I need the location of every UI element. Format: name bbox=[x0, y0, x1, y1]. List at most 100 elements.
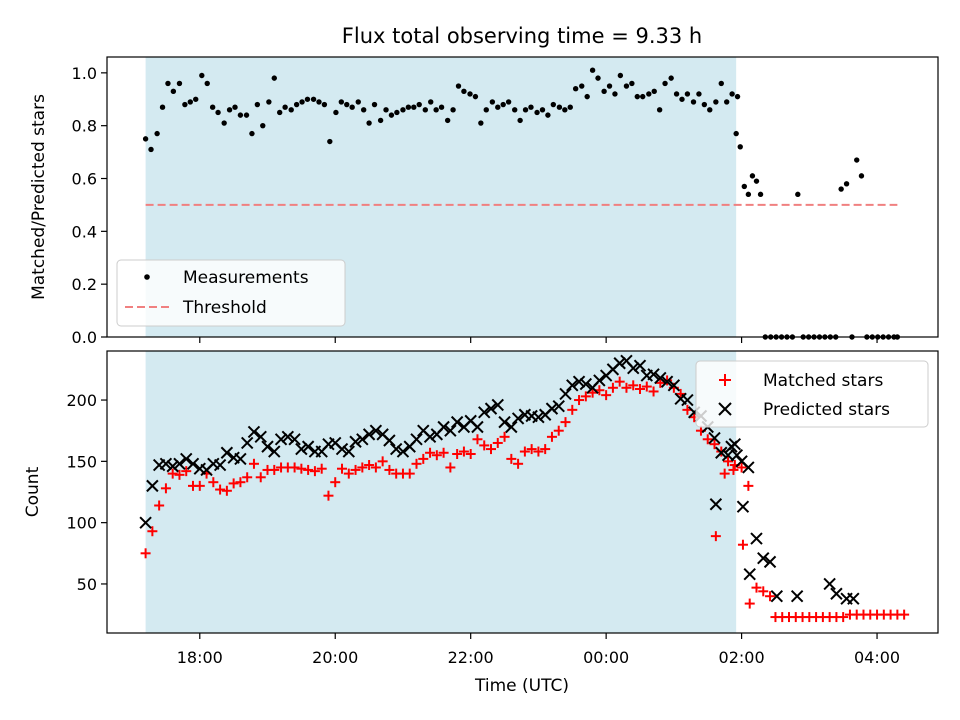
matched-star-point bbox=[357, 462, 368, 473]
matched-star-point bbox=[370, 462, 381, 473]
bottom-x-ticks: 18:00 20:00 22:00 00:00 02:00 04:00 bbox=[177, 633, 900, 667]
measurement-point bbox=[662, 80, 668, 87]
predicted-star-point bbox=[159, 457, 173, 471]
predicted-star-point bbox=[743, 567, 756, 581]
predicted-star-point bbox=[654, 371, 667, 385]
x-tick-label: 18:00 bbox=[177, 648, 223, 667]
predicted-star-point bbox=[180, 452, 193, 466]
predicted-star-point bbox=[274, 433, 288, 446]
measurement-point bbox=[182, 101, 188, 108]
predicted-star-point bbox=[572, 375, 586, 388]
matched-star-point bbox=[838, 612, 849, 623]
predicted-star-point bbox=[708, 431, 721, 445]
legend-measurements-label: Measurements bbox=[183, 268, 309, 288]
observing-window-bottom bbox=[145, 351, 737, 633]
bottom-y-tick-label: 200 bbox=[66, 391, 97, 410]
measurement-point bbox=[321, 101, 328, 108]
measurement-point bbox=[338, 99, 345, 105]
measurement-point bbox=[461, 88, 467, 95]
x-tick-label: 22:00 bbox=[448, 648, 494, 667]
predicted-star-point bbox=[295, 442, 308, 456]
predicted-star-point bbox=[681, 393, 694, 407]
matched-star-point bbox=[580, 391, 591, 402]
measurement-point bbox=[757, 191, 764, 198]
predicted-star-point bbox=[742, 461, 755, 474]
bottom-y-tick-label: 150 bbox=[66, 452, 97, 471]
measurement-point bbox=[550, 101, 557, 108]
matched-star-point bbox=[242, 472, 253, 483]
measurement-point bbox=[718, 80, 724, 87]
predicted-star-point bbox=[383, 434, 396, 447]
measurement-point bbox=[673, 91, 680, 97]
matched-star-point bbox=[255, 472, 266, 483]
measurement-point bbox=[377, 117, 384, 124]
matched-star-point bbox=[438, 447, 449, 458]
measurement-point bbox=[612, 91, 618, 97]
matched-star-point bbox=[425, 447, 436, 458]
measurement-point bbox=[428, 99, 434, 105]
measurement-point bbox=[450, 107, 456, 113]
measurement-point bbox=[371, 101, 378, 108]
matched-star-point bbox=[560, 417, 571, 428]
measurement-point bbox=[349, 104, 355, 110]
predicted-star-point bbox=[763, 555, 777, 569]
bottom-y-tick-label: 100 bbox=[66, 514, 97, 533]
matched-star-point bbox=[486, 444, 497, 455]
matched-star-point bbox=[167, 468, 178, 479]
matched-star-point bbox=[377, 456, 388, 467]
predicted-star-point bbox=[757, 552, 770, 565]
matched-star-point bbox=[621, 382, 632, 393]
measurement-point bbox=[483, 107, 489, 113]
measurement-point bbox=[522, 107, 529, 113]
matched-star-point bbox=[526, 444, 537, 455]
measurement-point bbox=[539, 107, 546, 113]
matched-star-point bbox=[635, 384, 646, 395]
measurement-point bbox=[249, 130, 255, 137]
predicted-star-point bbox=[342, 445, 355, 458]
matched-star-point bbox=[675, 388, 686, 399]
predicted-star-point bbox=[362, 428, 376, 441]
matched-star-point bbox=[323, 490, 334, 501]
matched-star-point bbox=[709, 439, 720, 450]
measurement-point bbox=[679, 96, 685, 102]
measurement-point bbox=[640, 93, 646, 100]
measurement-point bbox=[646, 91, 652, 97]
matched-star-point bbox=[445, 462, 456, 473]
predicted-star-point bbox=[369, 424, 383, 437]
predicted-star-point bbox=[730, 449, 744, 462]
measurement-point bbox=[237, 112, 244, 118]
predicted-star-point bbox=[247, 425, 261, 439]
bottom-legend-box bbox=[695, 360, 929, 428]
matched-star-point bbox=[458, 446, 469, 457]
measurement-point bbox=[154, 130, 160, 137]
measurement-point bbox=[199, 72, 205, 79]
measurement-point bbox=[500, 101, 506, 108]
predicted-star-point bbox=[790, 590, 804, 603]
predicted-star-point bbox=[613, 357, 626, 370]
predicted-star-point bbox=[437, 420, 450, 434]
measurement-point bbox=[595, 75, 601, 81]
measurement-point bbox=[489, 99, 496, 105]
top-y-axis-label: Matched/Predicted stars bbox=[29, 94, 49, 300]
measurement-point bbox=[478, 120, 484, 126]
chart-title: Flux total observing time = 9.33 h bbox=[342, 24, 702, 48]
measurement-point bbox=[737, 144, 743, 150]
measurement-point bbox=[690, 99, 697, 105]
matched-star-point bbox=[452, 448, 463, 459]
matched-star-point bbox=[472, 434, 483, 445]
predicted-star-point bbox=[709, 498, 723, 511]
measurement-point bbox=[215, 109, 221, 116]
predicted-star-point bbox=[498, 415, 511, 429]
predicted-star-point bbox=[471, 420, 484, 434]
matched-star-point bbox=[728, 464, 739, 475]
predicted-star-point bbox=[545, 402, 559, 415]
x-tick-label: 20:00 bbox=[312, 648, 358, 667]
predicted-star-point bbox=[566, 379, 579, 392]
measurement-point bbox=[838, 186, 844, 192]
matched-star-point bbox=[546, 431, 557, 442]
measurement-point bbox=[634, 93, 640, 100]
measurement-point bbox=[734, 93, 741, 100]
measurement-point bbox=[282, 104, 288, 110]
matched-star-point bbox=[364, 460, 375, 471]
predicted-star-point bbox=[450, 415, 464, 429]
